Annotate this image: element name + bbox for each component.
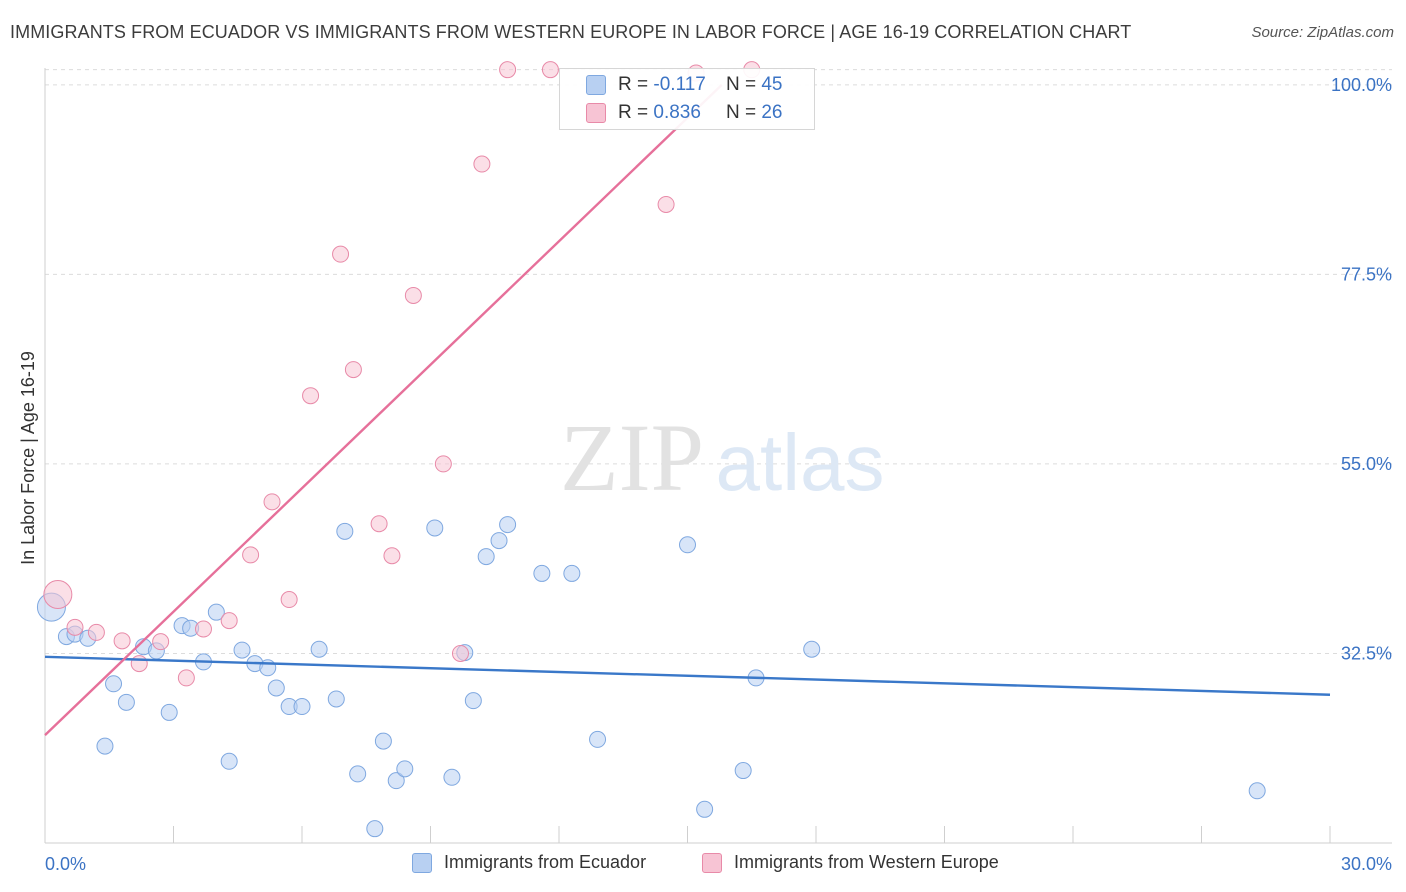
western-europe-point <box>302 387 320 405</box>
ecuador-point <box>477 548 495 566</box>
ecuador-point <box>327 690 345 708</box>
western-europe-point <box>657 195 675 213</box>
ecuador-point <box>490 532 508 550</box>
legend-n-label: N = <box>725 74 757 95</box>
trend-lines <box>44 83 1331 737</box>
ecuador-point <box>533 564 551 582</box>
western-europe-point <box>541 61 559 79</box>
ecuador-point <box>443 768 461 786</box>
x-tick-label: 30.0% <box>1341 854 1392 874</box>
ecuador-trend-line <box>44 655 1331 696</box>
ecuador-point <box>589 730 607 748</box>
ecuador-point <box>293 698 311 716</box>
ecuador-point <box>310 640 328 658</box>
y-tick-label: 77.5% <box>1341 264 1392 284</box>
ecuador-point <box>499 516 517 534</box>
watermark-zip: ZIP <box>560 404 704 511</box>
watermark: ZIP atlas <box>560 404 884 511</box>
legend-label-western-europe: Immigrants from Western Europe <box>734 852 999 872</box>
western-europe-point <box>383 547 401 565</box>
western-europe-point <box>404 286 422 304</box>
ecuador-point <box>387 772 405 790</box>
legend-item-ecuador[interactable]: Immigrants from Ecuador <box>412 852 646 873</box>
legend-n-value: 26 <box>761 102 783 123</box>
legend-swatch-ecuador <box>586 75 606 95</box>
y-axis-label: In Labor Force | Age 16-19 <box>18 351 38 565</box>
western-europe-point <box>130 655 148 673</box>
y-tick-label: 32.5% <box>1341 643 1392 663</box>
legend-item-western-europe[interactable]: Immigrants from Western Europe <box>702 852 999 873</box>
data-points <box>36 61 1266 838</box>
legend-r-value: 0.836 <box>653 102 701 123</box>
ecuador-point <box>267 679 285 697</box>
western-europe-point <box>242 546 260 564</box>
ecuador-point <box>464 692 482 710</box>
ecuador-point <box>336 522 354 540</box>
western-europe-point <box>332 245 350 263</box>
legend-row-western-europe: R = 0.836 N = 26 <box>618 101 782 125</box>
y-tick-label: 100.0% <box>1331 75 1392 95</box>
grid-lines <box>45 69 1392 654</box>
ecuador-point <box>105 675 123 693</box>
ecuador-point <box>220 752 238 770</box>
bottom-legend: Immigrants from Ecuador Immigrants from … <box>0 852 1406 878</box>
ecuador-point <box>207 603 225 621</box>
western-europe-point <box>434 455 452 473</box>
western-europe-point <box>177 669 195 687</box>
chart-title: IMMIGRANTS FROM ECUADOR VS IMMIGRANTS FR… <box>10 22 1132 42</box>
legend-r-label: R = <box>618 74 649 95</box>
legend-row-ecuador: R = -0.117 N = 45 <box>618 73 782 97</box>
axes <box>44 68 1392 844</box>
ecuador-point <box>374 732 392 750</box>
ecuador-point <box>679 536 696 554</box>
ecuador-point <box>366 820 384 838</box>
watermark-atlas: atlas <box>716 418 885 507</box>
stats-legend: R = -0.117 N = 45 R = 0.836 N = 26 <box>559 68 815 130</box>
western-europe-point <box>499 61 517 79</box>
western-europe-point <box>263 493 281 511</box>
ecuador-point <box>1248 782 1266 800</box>
ecuador-point <box>349 765 367 783</box>
ecuador-point <box>396 760 414 778</box>
legend-swatch-western-europe <box>702 852 722 873</box>
western-europe-point <box>194 620 212 638</box>
western-europe-point <box>370 515 388 533</box>
western-europe-point <box>344 361 362 379</box>
legend-swatch-ecuador <box>412 852 432 873</box>
ecuador-point <box>96 737 114 755</box>
western-europe-point <box>473 155 491 173</box>
western-europe-point <box>113 632 131 650</box>
western-europe-point <box>451 644 469 662</box>
western-europe-point <box>152 633 170 651</box>
ecuador-point <box>233 641 251 659</box>
legend-n-value: 45 <box>761 74 783 95</box>
legend-r-value: -0.117 <box>653 74 706 95</box>
legend-n-label: N = <box>725 102 757 123</box>
western-europe-point <box>220 612 238 630</box>
ecuador-point <box>803 640 821 658</box>
legend-swatch-western-europe <box>586 103 606 123</box>
western-europe-point <box>66 618 84 636</box>
ecuador-point <box>117 693 135 711</box>
ecuador-point <box>563 564 581 582</box>
western-europe-trend-line <box>44 83 723 737</box>
ecuador-point <box>696 800 714 818</box>
legend-r-label: R = <box>618 102 649 123</box>
ecuador-point <box>426 519 444 537</box>
ecuador-point <box>160 703 178 721</box>
chart-source: Source: ZipAtlas.com <box>1251 24 1394 41</box>
western-europe-point <box>280 591 298 609</box>
x-tick-label: 0.0% <box>45 854 86 874</box>
tick-labels: 32.5% 55.0% 77.5% 100.0% 0.0% 30.0% <box>45 75 1392 874</box>
western-europe-point <box>43 579 73 609</box>
legend-label-ecuador: Immigrants from Ecuador <box>444 852 647 872</box>
western-europe-point <box>87 623 105 641</box>
ecuador-point <box>734 762 752 780</box>
y-tick-label: 55.0% <box>1341 454 1392 474</box>
